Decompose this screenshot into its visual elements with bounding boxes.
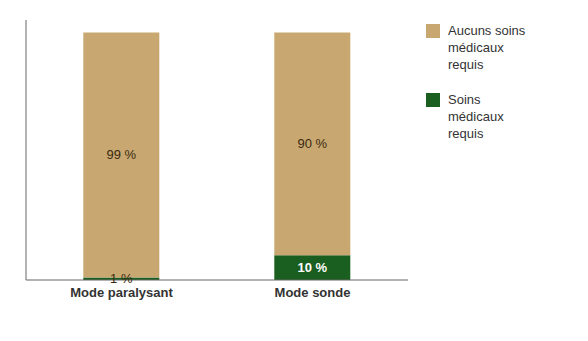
svg-text:Mode paralysant: Mode paralysant xyxy=(70,285,173,300)
html-text:Aucuns soins: Aucuns soins xyxy=(448,23,526,38)
html-text:requis: requis xyxy=(448,57,484,72)
html-text:requis: requis xyxy=(448,126,484,141)
html-text:médicaux: médicaux xyxy=(448,40,504,55)
svg-text:90 %: 90 % xyxy=(297,136,327,151)
svg-text:99 %: 99 % xyxy=(106,147,136,162)
svg-text:10 %: 10 % xyxy=(297,260,327,275)
svg-text:Mode sonde: Mode sonde xyxy=(275,285,351,300)
html-text:médicaux: médicaux xyxy=(448,109,504,124)
html-text:Soins: Soins xyxy=(448,92,481,107)
svg-text:1 %: 1 % xyxy=(110,271,133,286)
